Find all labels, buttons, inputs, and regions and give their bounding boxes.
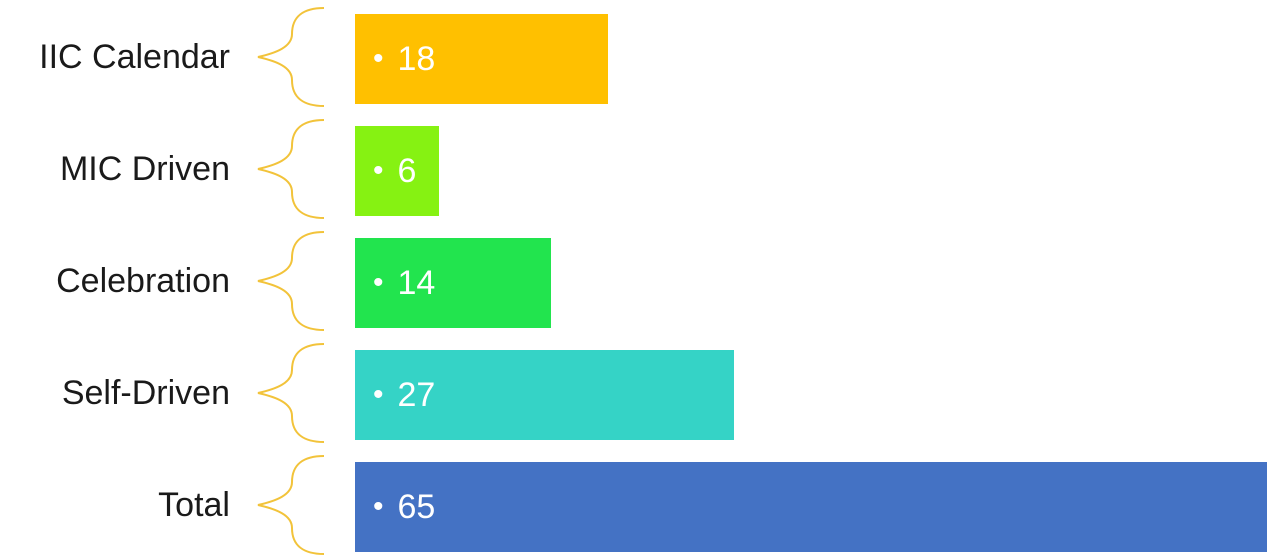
value-bar: • 14 <box>355 238 551 328</box>
category-label: Total <box>158 486 230 524</box>
bar-value: 27 <box>397 376 436 414</box>
left-brace-icon <box>257 455 325 555</box>
left-brace-icon <box>257 7 325 107</box>
value-bar: • 6 <box>355 126 439 216</box>
bullet-icon: • <box>373 42 384 75</box>
bullet-icon: • <box>373 490 384 523</box>
bar-value: 14 <box>397 264 436 302</box>
left-brace-icon <box>257 343 325 443</box>
bullet-icon: • <box>373 266 384 299</box>
row-celebration: Celebration • 14 <box>0 231 1288 331</box>
bar-value: 18 <box>397 40 436 78</box>
value-bar: • 65 <box>355 462 1267 552</box>
left-brace-icon <box>257 119 325 219</box>
row-iic-calendar: IIC Calendar • 18 <box>0 7 1288 107</box>
value-bar: • 18 <box>355 14 608 104</box>
bar-value: 6 <box>397 152 417 190</box>
category-label: Celebration <box>56 262 230 300</box>
left-brace-icon <box>257 231 325 331</box>
row-mic-driven: MIC Driven • 6 <box>0 119 1288 219</box>
row-total: Total • 65 <box>0 455 1288 555</box>
category-label: Self-Driven <box>61 374 230 412</box>
value-bar: • 27 <box>355 350 734 440</box>
category-label: MIC Driven <box>59 150 230 188</box>
bullet-icon: • <box>373 154 384 187</box>
row-self-driven: Self-Driven • 27 <box>0 343 1288 443</box>
category-label: IIC Calendar <box>39 38 230 76</box>
bar-value: 65 <box>397 488 436 526</box>
bullet-icon: • <box>373 378 384 411</box>
